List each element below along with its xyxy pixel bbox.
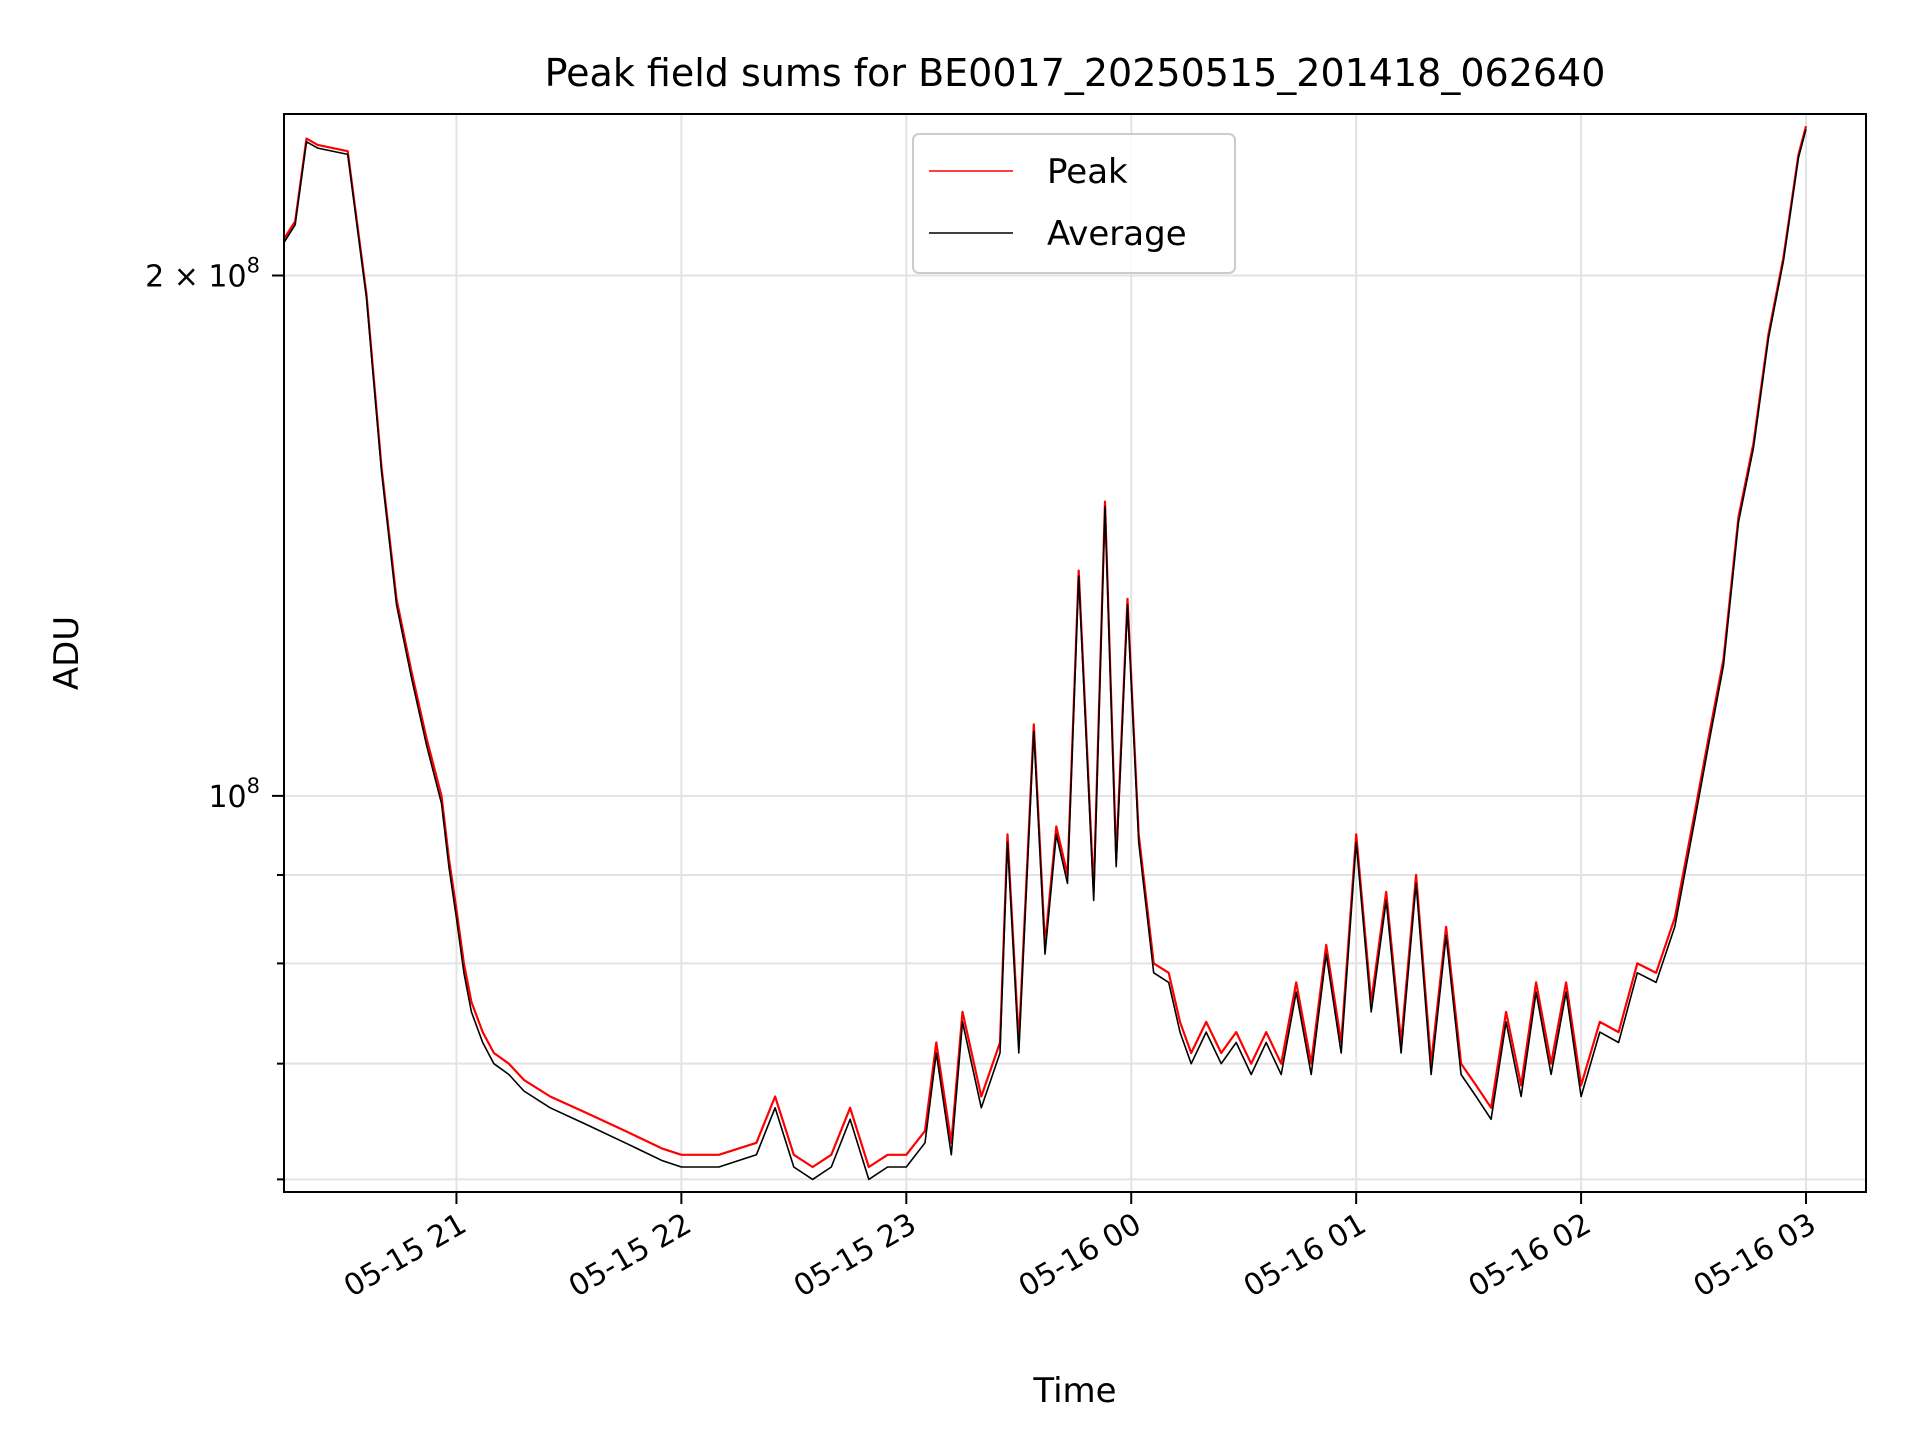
chart-title: Peak field sums for BE0017_20250515_2014…	[545, 51, 1606, 95]
series-layer	[283, 125, 1808, 1181]
y-axis-label: ADU	[47, 616, 87, 690]
grid	[284, 114, 1866, 1192]
legend-box	[912, 133, 1236, 274]
legend-label-peak: Peak	[1047, 152, 1128, 192]
legend: Peak Average	[912, 133, 1236, 274]
x-axis-label: Time	[1032, 1371, 1116, 1411]
y-tick-label: 2 × 108	[145, 253, 260, 294]
series-line-average	[283, 129, 1807, 1181]
y-tick-label: 108	[208, 774, 260, 815]
legend-label-average: Average	[1047, 214, 1187, 254]
plot-frame	[283, 113, 1867, 1193]
